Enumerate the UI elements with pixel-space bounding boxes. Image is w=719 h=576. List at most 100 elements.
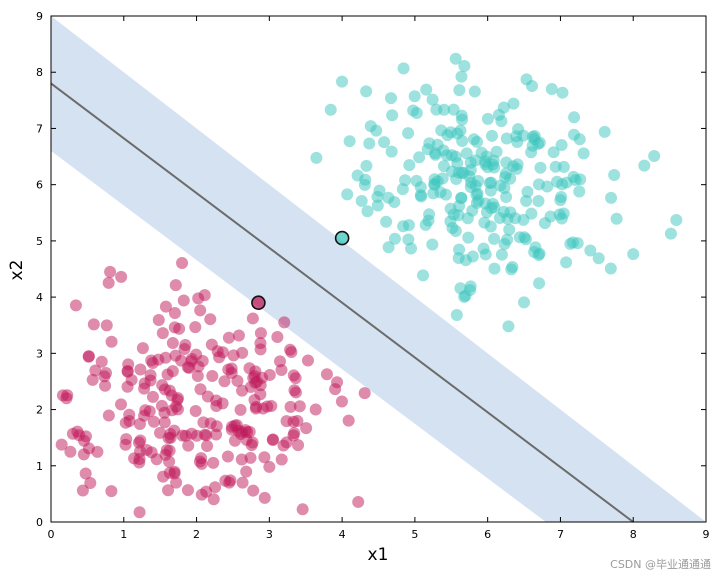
red-point bbox=[309, 403, 322, 416]
red-point bbox=[162, 484, 175, 497]
teal-point bbox=[435, 124, 448, 137]
red-point bbox=[258, 491, 271, 504]
x-tick-label: 9 bbox=[703, 528, 710, 541]
red-point bbox=[159, 448, 172, 461]
teal-point bbox=[403, 159, 416, 172]
teal-point bbox=[456, 113, 469, 126]
teal-point bbox=[487, 154, 500, 167]
red-point bbox=[102, 276, 115, 289]
red-point bbox=[156, 327, 169, 340]
teal-point bbox=[471, 135, 484, 148]
teal-point bbox=[371, 199, 384, 212]
teal-point bbox=[355, 194, 368, 207]
teal-point bbox=[464, 280, 477, 293]
teal-point bbox=[461, 212, 474, 225]
teal-point bbox=[520, 73, 533, 86]
red-point bbox=[185, 427, 198, 440]
red-point bbox=[254, 337, 267, 350]
teal-point bbox=[547, 146, 560, 159]
teal-point bbox=[385, 145, 398, 158]
teal-point bbox=[484, 220, 497, 233]
red-point bbox=[170, 476, 183, 489]
teal-point bbox=[520, 194, 533, 207]
red-point bbox=[285, 346, 298, 359]
red-point bbox=[173, 322, 186, 335]
red-point bbox=[104, 265, 117, 278]
red-point bbox=[115, 270, 128, 283]
red-point bbox=[105, 485, 118, 498]
teal-point bbox=[555, 139, 568, 152]
teal-point bbox=[420, 83, 433, 96]
red-point bbox=[218, 375, 231, 388]
x-tick-label: 7 bbox=[557, 528, 564, 541]
red-point bbox=[191, 370, 204, 383]
teal-point bbox=[497, 101, 510, 114]
red-point bbox=[216, 346, 229, 359]
red-point bbox=[100, 319, 113, 332]
teal-point bbox=[378, 136, 391, 149]
teal-point bbox=[324, 103, 337, 116]
red-point bbox=[56, 389, 69, 402]
red-point bbox=[164, 431, 177, 444]
teal-point bbox=[436, 172, 449, 185]
teal-point bbox=[500, 191, 513, 204]
red-point bbox=[122, 358, 135, 371]
teal-point bbox=[462, 231, 475, 244]
red-point bbox=[201, 439, 214, 452]
x-tick-label: 8 bbox=[630, 528, 637, 541]
red-point bbox=[236, 384, 249, 397]
teal-point bbox=[560, 256, 573, 269]
teal-point bbox=[544, 210, 557, 223]
red-point bbox=[159, 351, 172, 364]
teal-point bbox=[384, 92, 397, 105]
red-point bbox=[247, 484, 260, 497]
red-point bbox=[87, 318, 100, 331]
teal-point bbox=[556, 178, 569, 191]
teal-point bbox=[604, 262, 617, 275]
red-point bbox=[195, 457, 208, 470]
decision-boundary bbox=[50, 82, 634, 523]
red-point bbox=[79, 467, 92, 480]
red-point bbox=[145, 446, 158, 459]
red-point bbox=[335, 395, 348, 408]
red-point bbox=[358, 387, 371, 400]
teal-point bbox=[498, 182, 511, 195]
red-point bbox=[189, 405, 202, 418]
teal-point bbox=[485, 129, 498, 142]
teal-point bbox=[431, 138, 444, 151]
teal-point bbox=[534, 161, 547, 174]
teal-point bbox=[417, 269, 430, 282]
red-point bbox=[182, 439, 195, 452]
teal-point bbox=[608, 169, 621, 182]
teal-point bbox=[451, 157, 464, 170]
red-point bbox=[234, 403, 247, 416]
teal-point bbox=[569, 174, 582, 187]
teal-point bbox=[484, 184, 497, 197]
teal-point bbox=[410, 174, 423, 187]
teal-point bbox=[511, 135, 524, 148]
teal-point bbox=[592, 252, 605, 265]
teal-point bbox=[555, 212, 568, 225]
teal-point bbox=[541, 180, 554, 193]
y-tick-label: 1 bbox=[36, 460, 43, 473]
teal-point bbox=[364, 120, 377, 133]
red-point bbox=[105, 335, 118, 348]
teal-point bbox=[405, 242, 418, 255]
y-tick-label: 3 bbox=[36, 347, 43, 360]
red-point bbox=[177, 294, 190, 307]
teal-point bbox=[486, 197, 499, 210]
teal-point bbox=[421, 143, 434, 156]
teal-point bbox=[380, 215, 393, 228]
y-tick-label: 4 bbox=[36, 291, 43, 304]
teal-point bbox=[360, 85, 373, 98]
teal-point bbox=[388, 232, 401, 245]
red-point bbox=[78, 434, 91, 447]
red-point bbox=[64, 445, 77, 458]
teal-point bbox=[363, 137, 376, 150]
teal-point bbox=[430, 103, 443, 116]
red-point bbox=[204, 313, 217, 326]
red-point bbox=[82, 350, 95, 363]
red-point bbox=[194, 383, 207, 396]
teal-point bbox=[573, 185, 586, 198]
